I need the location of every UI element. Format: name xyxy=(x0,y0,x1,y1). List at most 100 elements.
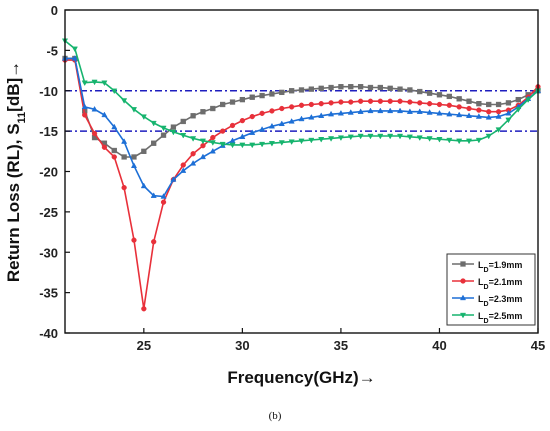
series-1-point-24 xyxy=(298,102,305,108)
series-1-point-17 xyxy=(229,122,236,129)
series-0-point-8 xyxy=(141,148,147,154)
series-2-point-33 xyxy=(387,107,394,114)
series-2-point-1 xyxy=(71,55,78,61)
series-3-point-39 xyxy=(446,137,453,144)
series-1-point-35 xyxy=(407,99,413,105)
series-2-point-38 xyxy=(436,109,443,116)
series-0-point-35 xyxy=(407,87,413,93)
series-2-point-39 xyxy=(446,110,453,117)
series-2-point-32 xyxy=(377,107,384,114)
legend-1-point-legend xyxy=(460,278,466,284)
y-tick-label: -15 xyxy=(39,124,58,139)
series-2-point-4 xyxy=(101,111,108,118)
series-3-point-30 xyxy=(357,133,364,140)
series-0-point-17 xyxy=(229,99,236,105)
x-tick-label: 40 xyxy=(432,338,446,353)
series-2-point-10 xyxy=(160,193,167,199)
series-1-point-7 xyxy=(131,237,137,243)
series-1-point-16 xyxy=(220,128,226,134)
y-tick-label: 0 xyxy=(51,3,58,18)
series-0-point-22 xyxy=(279,89,285,96)
series-1-point-29 xyxy=(348,99,354,105)
series-3-point-6 xyxy=(121,98,128,104)
series-0-point-31 xyxy=(367,84,374,91)
series-0-point-32 xyxy=(377,84,383,91)
series-2-point-22 xyxy=(278,120,285,127)
series-2-point-23 xyxy=(288,118,295,124)
series-1-point-40 xyxy=(456,104,462,110)
x-tick-label: 45 xyxy=(531,338,545,353)
series-3-point-36 xyxy=(416,135,423,141)
series-0-point-42 xyxy=(476,101,482,107)
legend-entry-0: LD=1.9mm xyxy=(452,260,522,274)
series-2-point-13 xyxy=(190,160,197,166)
series-3-point-17 xyxy=(229,142,236,149)
x-tick-label: 25 xyxy=(137,338,151,353)
series-1-point-12 xyxy=(180,162,186,168)
series-2-point-15 xyxy=(209,147,216,154)
series-3-point-11 xyxy=(170,129,177,136)
series-2-point-7 xyxy=(130,162,138,169)
series-1-point-26 xyxy=(318,101,324,107)
series-3-point-26 xyxy=(318,137,325,143)
series-3-point-40 xyxy=(456,138,463,145)
series-0-point-20 xyxy=(259,92,265,99)
series-2-point-45 xyxy=(505,109,512,116)
series-3-point-29 xyxy=(347,134,354,141)
legend-entry-1: LD=2.1mm xyxy=(452,277,522,291)
series-1-point-38 xyxy=(436,101,443,108)
series-3-point-9 xyxy=(150,120,157,127)
series-1-point-36 xyxy=(417,100,423,106)
series-3-point-21 xyxy=(268,141,276,147)
series-3-point-43 xyxy=(485,133,492,140)
series-0-point-28 xyxy=(338,84,344,90)
series-0-point-15 xyxy=(210,105,216,112)
series-3-point-37 xyxy=(426,136,433,142)
series-0-point-40 xyxy=(456,96,462,102)
series-2-point-35 xyxy=(406,108,413,114)
series-1-point-22 xyxy=(279,105,285,112)
series-2-point-25 xyxy=(308,113,315,120)
series-3-point-1 xyxy=(71,46,78,53)
series-2-point-27 xyxy=(327,110,335,117)
series-2-point-20 xyxy=(259,126,266,132)
series-3-point-12 xyxy=(180,132,187,139)
series-1-point-37 xyxy=(426,101,433,107)
series-0-point-16 xyxy=(220,101,226,108)
series-3-point-47 xyxy=(525,97,532,104)
series-2-point-11 xyxy=(170,176,177,182)
series-3-point-16 xyxy=(219,141,226,148)
series-0-point-19 xyxy=(249,94,255,100)
legend-label-3: LD=2.5mm xyxy=(478,311,522,325)
series-1-point-21 xyxy=(269,108,275,114)
y-axis-label: Return Loss (RL), S11[dB]→ xyxy=(4,61,28,282)
series-3-point-34 xyxy=(396,133,404,140)
series-3-point-19 xyxy=(249,142,256,149)
series-1-point-33 xyxy=(387,98,393,104)
series-3-point-18 xyxy=(239,142,246,149)
series-0-point-9 xyxy=(151,140,157,146)
series-3-point-32 xyxy=(377,133,384,140)
y-tick-label: -25 xyxy=(39,205,58,220)
legend-0-point-legend xyxy=(460,261,466,267)
series-3-point-45 xyxy=(505,117,512,124)
series-3-point-46 xyxy=(515,107,522,113)
series-0-point-13 xyxy=(190,113,196,119)
series-3-point-27 xyxy=(327,136,335,142)
series-0-point-36 xyxy=(417,88,423,95)
series-0-point-10 xyxy=(160,132,167,138)
series-1-point-18 xyxy=(239,117,246,124)
y-tick-label: -35 xyxy=(39,286,58,301)
series-2-point-19 xyxy=(249,129,256,135)
series-0-point-25 xyxy=(308,86,315,92)
series-1-point-32 xyxy=(377,98,383,104)
series-3-point-3 xyxy=(91,79,98,86)
series-0-point-37 xyxy=(426,90,433,96)
series-1-point-41 xyxy=(466,105,472,112)
series-1-point-23 xyxy=(288,104,295,110)
x-axis-ticks: 25 30 35 40 45 xyxy=(137,328,545,353)
series-3-point-23 xyxy=(288,139,295,146)
figure-caption: (b) xyxy=(268,410,282,422)
series-2 xyxy=(61,55,542,199)
series-0-point-43 xyxy=(486,101,492,108)
